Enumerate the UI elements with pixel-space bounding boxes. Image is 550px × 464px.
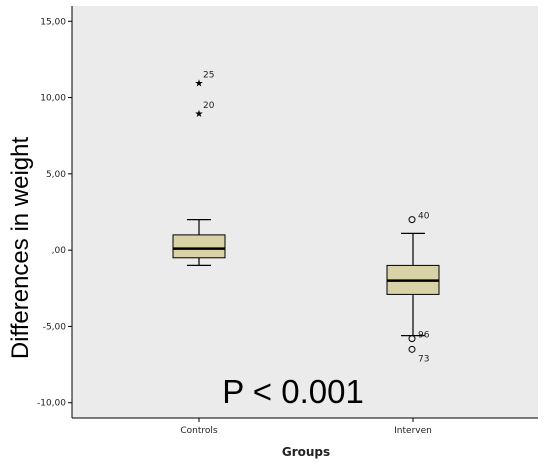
y-axis-ticks: 15,00 10,00 5,00 ,00 -5,00 -10,00 [37,17,72,409]
outlier-label: 40 [418,212,430,222]
y-tick-label: ,00 [52,246,67,256]
outlier-circle [408,216,416,224]
outlier-label: 73 [418,354,429,364]
x-axis-ticks: Controls Interven [180,418,432,436]
plot-background [72,6,538,418]
extreme-label: 20 [203,101,215,111]
y-axis-title: Differences in weight [7,137,34,360]
extreme-star: ★ [195,78,204,89]
y-tick-label: -5,00 [43,322,67,332]
box-controls [172,219,226,267]
outlier-circle [408,345,416,353]
outlier-label: 96 [418,331,430,341]
x-axis-title: Groups [282,445,330,459]
box-series [172,219,440,337]
box-iqr [172,234,226,259]
y-tick-label: 15,00 [40,17,66,27]
y-tick-label: -10,00 [37,399,66,409]
p-value-annotation: P < 0.001 [222,373,364,410]
x-tick-label: Controls [180,426,218,436]
outlier-circle [408,335,416,343]
extreme-label: 25 [203,70,214,80]
y-tick-label: 5,00 [46,170,66,180]
box-interven [386,232,440,337]
x-tick-label: Interven [394,426,432,436]
y-tick-label: 10,00 [40,94,66,104]
extreme-star: ★ [195,109,204,120]
